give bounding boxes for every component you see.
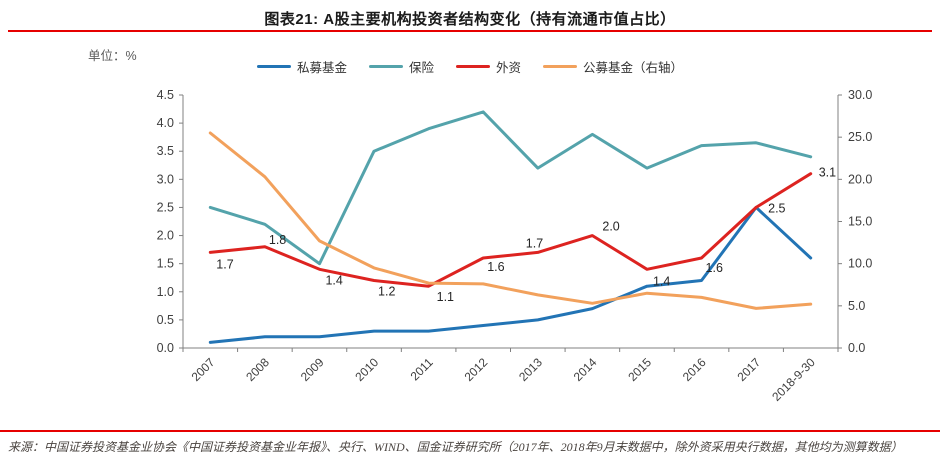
- legend-label: 公募基金（右轴）: [583, 61, 684, 75]
- left-axis-tick-label: 2.0: [157, 229, 174, 243]
- series-data-label: 1.6: [706, 261, 723, 275]
- series-data-label: 3.1: [819, 166, 836, 180]
- legend-item-1: 保险: [368, 57, 434, 76]
- series-data-label: 1.2: [378, 285, 395, 299]
- right-axis-tick-label: 0.0: [848, 341, 865, 355]
- x-axis-category-label: 2012: [462, 355, 491, 384]
- left-axis-tick-label: 4.5: [157, 88, 174, 102]
- series-data-label: 2.5: [768, 201, 785, 215]
- x-axis-category-label: 2015: [625, 355, 654, 384]
- left-axis-tick-label: 3.0: [157, 172, 174, 186]
- right-axis-tick-label: 20.0: [848, 172, 872, 186]
- legend-swatch-icon: [543, 65, 578, 68]
- right-axis-tick-label: 25.0: [848, 130, 872, 144]
- series-line-2: [208, 172, 813, 288]
- series-data-label: 1.8: [269, 233, 286, 247]
- left-axis-tick-label: 0.5: [157, 313, 174, 327]
- legend-swatch-icon: [456, 65, 490, 68]
- series-data-label: 2.0: [602, 220, 619, 234]
- x-axis-category-label: 2007: [189, 355, 218, 384]
- legend-label: 保险: [408, 61, 434, 75]
- x-axis-category-label: 2011: [408, 355, 436, 383]
- legend-swatch-icon: [368, 65, 403, 68]
- title-divider-rule: [8, 30, 932, 32]
- unit-label: 单位：%: [88, 49, 137, 63]
- series-line-3: [208, 131, 813, 310]
- legend-item-3: 公募基金（右轴）: [543, 57, 683, 76]
- legend-label: 外资: [496, 61, 522, 75]
- x-axis-category-label: 2017: [734, 355, 763, 384]
- series-line-1: [208, 110, 813, 266]
- series-data-label: 1.7: [526, 236, 543, 250]
- left-axis-tick-label: 3.5: [157, 144, 174, 158]
- x-axis-category-label: 2008: [243, 355, 272, 384]
- left-axis-tick-label: 1.0: [157, 285, 174, 299]
- chart-legend: 私募基金 保险 外资 公募基金（右轴）: [0, 57, 940, 76]
- legend-swatch-icon: [256, 65, 291, 68]
- series-data-label: 1.4: [325, 273, 342, 287]
- series-data-label: 1.6: [487, 260, 504, 274]
- right-axis-tick-label: 15.0: [848, 215, 872, 229]
- left-axis-tick-label: 0.0: [157, 341, 174, 355]
- x-axis-category-label: 2013: [516, 355, 545, 384]
- series-data-label: 1.7: [216, 257, 233, 271]
- x-axis-category-label: 2018-9-30: [769, 355, 818, 404]
- series-data-label: 1.4: [653, 274, 670, 288]
- right-axis-tick-label: 5.0: [848, 299, 865, 313]
- x-axis-category-label: 2014: [571, 355, 600, 384]
- left-axis-tick-label: 1.5: [157, 257, 174, 271]
- left-axis-tick-label: 4.0: [157, 116, 174, 130]
- legend-item-2: 外资: [456, 57, 521, 76]
- chart-title: 图表21: A股主要机构投资者结构变化（持有流通市值占比）: [264, 11, 676, 28]
- legend-label: 私募基金: [296, 61, 347, 75]
- footer-divider-rule: [0, 430, 940, 432]
- left-axis-tick-label: 2.5: [157, 200, 174, 214]
- series-data-label: 1.1: [437, 290, 454, 304]
- x-axis-category-label: 2009: [298, 355, 327, 384]
- right-axis-tick-label: 10.0: [848, 257, 872, 271]
- series-line-0: [208, 205, 813, 344]
- x-axis-category-label: 2016: [680, 355, 709, 384]
- x-axis-category-label: 2010: [352, 355, 381, 384]
- source-note: 来源：中国证券投资基金业协会《中国证券投资基金业年报》、央行、WIND、国金证券…: [8, 440, 903, 454]
- right-axis-tick-label: 30.0: [848, 88, 872, 102]
- legend-item-0: 私募基金: [256, 57, 347, 76]
